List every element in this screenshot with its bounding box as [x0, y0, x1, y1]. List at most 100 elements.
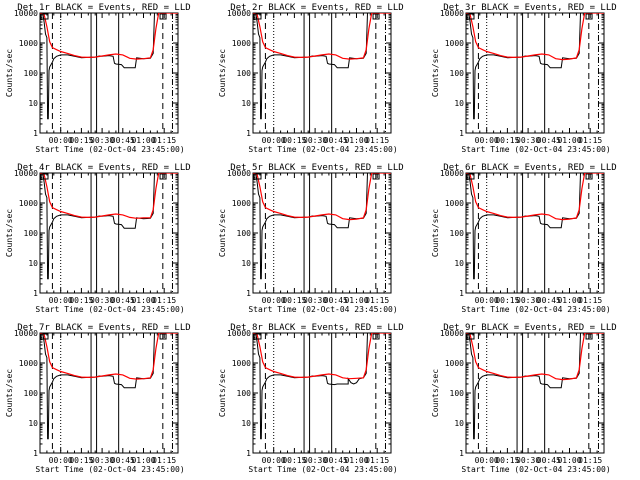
y-tick-label: 100	[237, 229, 252, 238]
y-tick-label: 10	[241, 419, 251, 428]
lld-series-line	[466, 333, 604, 381]
y-tick-label: 10	[28, 99, 38, 108]
x-tick-label: 01:00	[557, 136, 581, 145]
saturation-marker	[253, 333, 262, 340]
y-axis-label: Counts/sec	[431, 369, 440, 417]
y-axis-label: Counts/sec	[218, 369, 227, 417]
x-tick-label: 00:30	[303, 456, 327, 465]
y-tick-label: 1000	[19, 39, 38, 48]
y-tick-label: 10000	[227, 169, 251, 178]
y-tick-label: 1000	[19, 359, 38, 368]
x-tick-label: 01:00	[344, 136, 368, 145]
panel-title: Det 3r BLACK = Events, RED = LLD	[443, 3, 616, 13]
panel-title: Det 5r BLACK = Events, RED = LLD	[230, 163, 403, 173]
saturation-marker	[372, 13, 380, 20]
x-tick-label: 00:15	[69, 296, 93, 305]
x-axis-label: Start Time (02-Oct-04 23:45:00)	[35, 305, 184, 314]
y-tick-label: 10000	[440, 329, 464, 338]
x-tick-label: 01:00	[557, 296, 581, 305]
y-tick-label: 100	[450, 69, 465, 78]
x-axis-label: Start Time (02-Oct-04 23:45:00)	[461, 465, 610, 474]
y-tick-label: 10000	[14, 169, 38, 178]
lld-series-line	[466, 13, 604, 61]
x-tick-label: 00:30	[90, 456, 114, 465]
y-tick-label: 100	[237, 69, 252, 78]
plot-area	[40, 333, 178, 453]
y-tick-label: 100	[24, 389, 39, 398]
panel-title: Det 9r BLACK = Events, RED = LLD	[443, 323, 616, 333]
saturation-marker	[159, 333, 167, 340]
lld-series-line	[253, 333, 391, 380]
x-axis-label: Start Time (02-Oct-04 23:45:00)	[248, 145, 397, 154]
y-tick-label: 10000	[440, 9, 464, 18]
y-tick-label: 10	[454, 99, 464, 108]
x-axis-label: Start Time (02-Oct-04 23:45:00)	[461, 305, 610, 314]
saturation-marker	[253, 13, 262, 20]
x-tick-label: 00:15	[282, 136, 306, 145]
y-axis-label: Counts/sec	[5, 369, 14, 417]
y-tick-label: 1	[246, 449, 251, 458]
y-tick-label: 1000	[232, 359, 251, 368]
panel-3: Det 3r BLACK = Events, RED = LLD 1 10 100 10…	[431, 3, 617, 154]
x-tick-label: 00:00	[49, 296, 73, 305]
x-tick-label: 00:00	[262, 136, 286, 145]
lld-series-line	[40, 13, 178, 60]
x-tick-label: 00:00	[262, 456, 286, 465]
plot-area	[466, 333, 604, 453]
lld-series-line	[253, 13, 391, 60]
x-tick-label: 00:30	[90, 296, 114, 305]
x-tick-label: 00:30	[303, 296, 327, 305]
panel-title: Det 1r BLACK = Events, RED = LLD	[17, 3, 190, 13]
y-tick-label: 10	[28, 419, 38, 428]
panel-title: Det 4r BLACK = Events, RED = LLD	[17, 163, 190, 173]
y-tick-label: 1000	[19, 199, 38, 208]
lld-series-line	[40, 333, 178, 380]
plot-area	[40, 13, 178, 133]
x-tick-label: 01:15	[152, 136, 176, 145]
x-tick-label: 00:00	[475, 136, 499, 145]
x-tick-label: 01:15	[152, 456, 176, 465]
x-tick-label: 00:15	[495, 136, 519, 145]
x-tick-label: 00:45	[324, 456, 348, 465]
x-tick-label: 00:45	[537, 296, 561, 305]
x-tick-label: 01:00	[131, 456, 155, 465]
y-tick-label: 1000	[232, 39, 251, 48]
x-tick-label: 00:15	[282, 456, 306, 465]
x-axis-label: Start Time (02-Oct-04 23:45:00)	[35, 145, 184, 154]
x-tick-label: 01:15	[365, 136, 389, 145]
panel-2: Det 2r BLACK = Events, RED = LLD 1 10 100 10…	[218, 3, 404, 154]
saturation-marker	[253, 173, 262, 180]
x-axis-label: Start Time (02-Oct-04 23:45:00)	[35, 465, 184, 474]
x-tick-label: 00:30	[516, 136, 540, 145]
y-tick-label: 1	[459, 289, 464, 298]
x-tick-label: 00:00	[262, 296, 286, 305]
saturation-marker	[466, 13, 475, 20]
x-tick-label: 00:45	[324, 136, 348, 145]
panel-title: Det 8r BLACK = Events, RED = LLD	[230, 323, 403, 333]
x-tick-label: 00:00	[475, 296, 499, 305]
plot-area	[466, 13, 604, 133]
x-axis-label: Start Time (02-Oct-04 23:45:00)	[248, 465, 397, 474]
y-tick-label: 10	[241, 99, 251, 108]
x-tick-label: 00:15	[69, 456, 93, 465]
y-tick-label: 1	[33, 129, 38, 138]
y-tick-label: 10000	[14, 329, 38, 338]
y-axis-label: Counts/sec	[431, 209, 440, 257]
saturation-marker	[585, 173, 593, 180]
panel-8: Det 8r BLACK = Events, RED = LLD 1 10 100 10…	[218, 323, 404, 474]
y-axis-label: Counts/sec	[5, 49, 14, 97]
y-tick-label: 100	[450, 229, 465, 238]
y-axis-label: Counts/sec	[5, 209, 14, 257]
saturation-marker	[466, 173, 475, 180]
y-tick-label: 10000	[227, 329, 251, 338]
plot-area	[253, 13, 391, 133]
x-tick-label: 00:00	[49, 136, 73, 145]
panel-5: Det 5r BLACK = Events, RED = LLD 1 10 100 10…	[218, 163, 404, 314]
plot-area	[40, 173, 178, 293]
x-tick-label: 00:30	[303, 136, 327, 145]
x-axis-label: Start Time (02-Oct-04 23:45:00)	[461, 145, 610, 154]
y-tick-label: 1	[33, 449, 38, 458]
x-tick-label: 00:45	[537, 456, 561, 465]
y-tick-label: 1000	[445, 39, 464, 48]
saturation-marker	[585, 13, 593, 20]
